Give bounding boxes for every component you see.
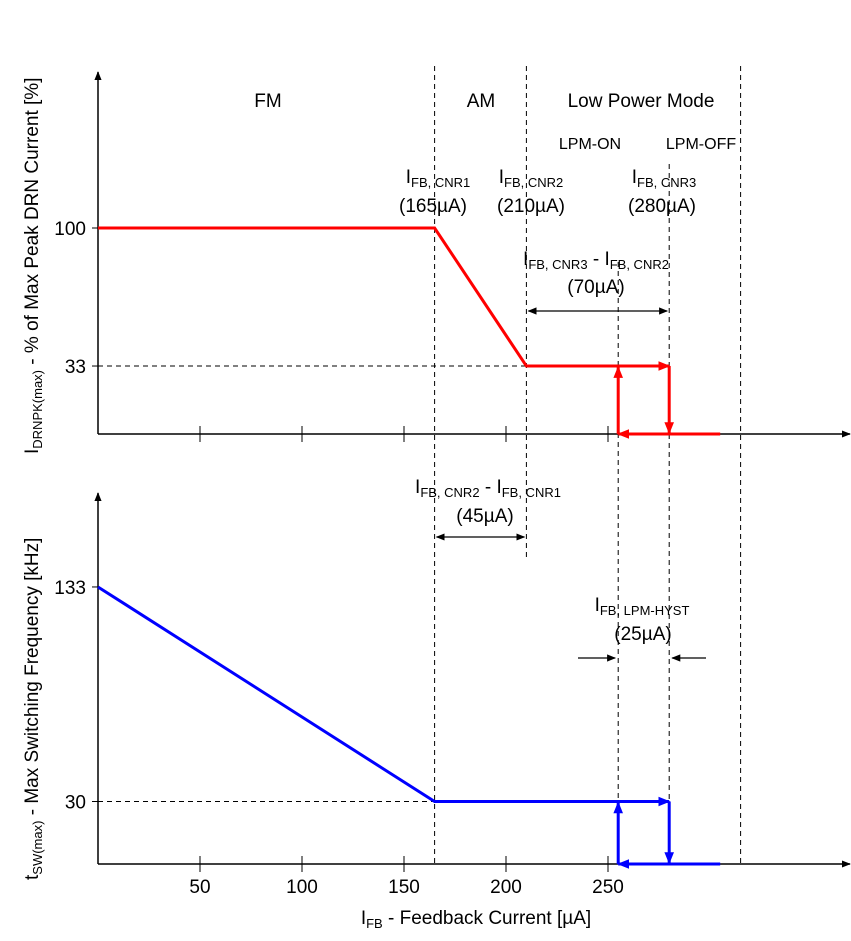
annotation-cnr2-minus-cnr1: IFB, CNR2 - IFB, CNR1 [415,477,561,500]
top-y-axis-title: IDRNPK(max) - % of Max Peak DRN Current … [22,78,45,454]
x-tick-label-200: 200 [490,877,522,898]
annotation-cnr3-minus-cnr2-value: (70µA) [567,277,624,298]
region-label-am: AM [467,91,496,112]
bottom-y-axis-title: tSW(max) - Max Switching Frequency [kHz] [22,538,45,880]
y-tick-label-0-100: 100 [54,219,86,240]
x-tick-label-50: 50 [189,877,210,898]
dimension-arrows [435,307,706,662]
y-tick-label-0-33: 33 [65,357,86,378]
region-label-lpm: Low Power Mode [568,91,715,112]
region-label-fm: FM [254,91,281,112]
x-tick-label-100: 100 [286,877,318,898]
annotation-cnr3-value: (280µA) [628,196,696,217]
axis-ticks: 50 100 150 200 250 100 33 133 30 [54,219,624,898]
annotation-cnr2-value: (210µA) [497,196,565,217]
annotation-lpm-hyst-value: (25µA) [614,624,671,645]
y-tick-label-1-133: 133 [54,578,86,599]
annotation-cnr2-name: IFB, CNR2 [499,167,564,190]
annotation-cnr1-name: IFB, CNR1 [406,167,471,190]
region-boundaries [98,66,742,864]
annotation-lpm-hyst: IFB, LPM-HYST [595,595,690,618]
region-label-lpm-on: LPM-ON [559,136,621,153]
x-tick-label-150: 150 [388,877,420,898]
annotation-cnr2-minus-cnr1-value: (45µA) [456,506,513,527]
series-line-0 [98,226,671,371]
annotation-cnr1-value: (165µA) [399,196,467,217]
region-label-lpm-off: LPM-OFF [666,136,736,153]
series-lines [97,226,721,869]
annotation-cnr3-name: IFB, CNR3 [632,167,697,190]
annotation-cnr3-minus-cnr2: IFB, CNR3 - IFB, CNR2 [523,249,669,272]
x-tick-label-250: 250 [592,877,624,898]
x-axis-title: IFB - Feedback Current [µA] [361,908,591,931]
series-line-1 [97,585,671,807]
y-tick-label-1-30: 30 [65,793,86,814]
